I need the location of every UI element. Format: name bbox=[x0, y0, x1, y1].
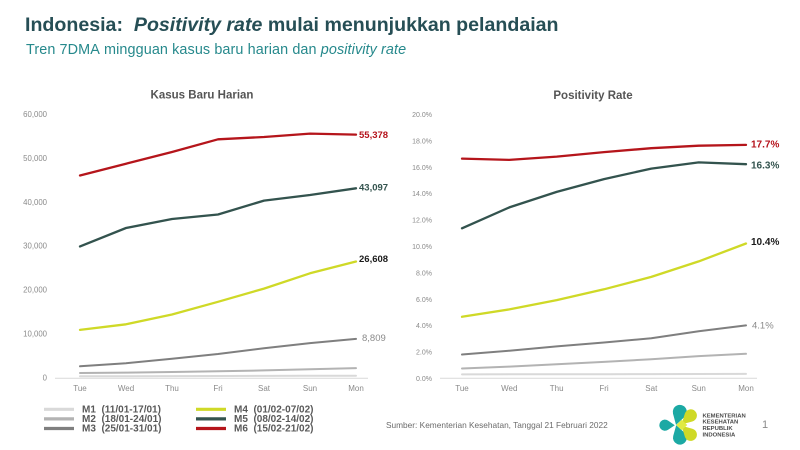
svg-text:M6 (15/02-21/02): M6 (15/02-21/02) bbox=[234, 424, 314, 435]
svg-text:4.1%: 4.1% bbox=[752, 321, 774, 332]
svg-text:10.0%: 10.0% bbox=[412, 244, 432, 251]
svg-text:Sat: Sat bbox=[258, 384, 271, 393]
svg-text:M1 (11/01-17/01): M1 (11/01-17/01) bbox=[82, 405, 161, 416]
svg-text:26,608: 26,608 bbox=[359, 254, 388, 265]
svg-text:50,000: 50,000 bbox=[23, 154, 48, 163]
svg-text:Wed: Wed bbox=[118, 384, 134, 393]
svg-text:M3 (25/01-31/01): M3 (25/01-31/01) bbox=[82, 424, 162, 435]
svg-text:4.0%: 4.0% bbox=[416, 323, 432, 330]
svg-text:Mon: Mon bbox=[348, 384, 364, 393]
svg-text:16.3%: 16.3% bbox=[751, 161, 779, 172]
svg-text:0: 0 bbox=[43, 374, 48, 383]
svg-text:INDONESIA: INDONESIA bbox=[703, 433, 736, 439]
svg-text:Tue: Tue bbox=[73, 384, 87, 393]
svg-text:6.0%: 6.0% bbox=[416, 297, 432, 304]
svg-text:Sun: Sun bbox=[303, 384, 317, 393]
svg-text:17.7%: 17.7% bbox=[751, 140, 779, 151]
svg-text:43,097: 43,097 bbox=[359, 183, 388, 194]
svg-text:20,000: 20,000 bbox=[23, 286, 48, 295]
svg-text:10.4%: 10.4% bbox=[751, 237, 779, 248]
svg-text:12.0%: 12.0% bbox=[412, 218, 432, 225]
svg-text:Sumber: Kementerian Kesehatan,: Sumber: Kementerian Kesehatan, Tanggal 2… bbox=[386, 420, 608, 430]
svg-text:Mon: Mon bbox=[738, 384, 754, 393]
svg-text:Fri: Fri bbox=[213, 384, 223, 393]
svg-text:KESEHATAN: KESEHATAN bbox=[703, 420, 739, 426]
svg-text:0.0%: 0.0% bbox=[416, 376, 432, 383]
svg-text:40,000: 40,000 bbox=[23, 198, 48, 207]
svg-text:16.0%: 16.0% bbox=[412, 165, 432, 172]
svg-text:Sat: Sat bbox=[645, 384, 658, 393]
svg-text:Fri: Fri bbox=[599, 384, 609, 393]
svg-text:Sun: Sun bbox=[692, 384, 706, 393]
svg-text:Tue: Tue bbox=[455, 384, 469, 393]
svg-text:20.0%: 20.0% bbox=[412, 112, 432, 119]
svg-text:Thu: Thu bbox=[165, 384, 179, 393]
svg-text:Indonesia: Positivity rate mu: Indonesia: Positivity rate mulai menunju… bbox=[25, 14, 559, 36]
svg-text:30,000: 30,000 bbox=[23, 242, 48, 251]
svg-text:Positivity Rate: Positivity Rate bbox=[553, 90, 632, 102]
svg-text:18.0%: 18.0% bbox=[412, 138, 432, 145]
svg-text:8,809: 8,809 bbox=[362, 333, 386, 344]
svg-text:Tren 7DMA mingguan kasus baru: Tren 7DMA mingguan kasus baru harian dan… bbox=[26, 42, 406, 58]
svg-text:55,378: 55,378 bbox=[359, 130, 388, 141]
svg-text:14.0%: 14.0% bbox=[412, 191, 432, 198]
svg-text:Wed: Wed bbox=[501, 384, 517, 393]
svg-text:M4 (01/02-07/02): M4 (01/02-07/02) bbox=[234, 405, 314, 416]
svg-text:M2 (18/01-24/01): M2 (18/01-24/01) bbox=[82, 414, 162, 425]
svg-text:10,000: 10,000 bbox=[23, 330, 48, 339]
svg-text:8.0%: 8.0% bbox=[416, 270, 432, 277]
svg-text:60,000: 60,000 bbox=[23, 110, 48, 119]
svg-text:Kasus Baru Harian: Kasus Baru Harian bbox=[151, 90, 254, 102]
svg-text:KEMENTERIAN: KEMENTERIAN bbox=[703, 413, 746, 419]
svg-text:M5 (08/02-14/02): M5 (08/02-14/02) bbox=[234, 414, 314, 425]
svg-text:1: 1 bbox=[762, 419, 768, 431]
svg-text:2.0%: 2.0% bbox=[416, 350, 432, 357]
svg-text:Thu: Thu bbox=[550, 384, 564, 393]
svg-text:REPUBLIK: REPUBLIK bbox=[703, 426, 734, 432]
